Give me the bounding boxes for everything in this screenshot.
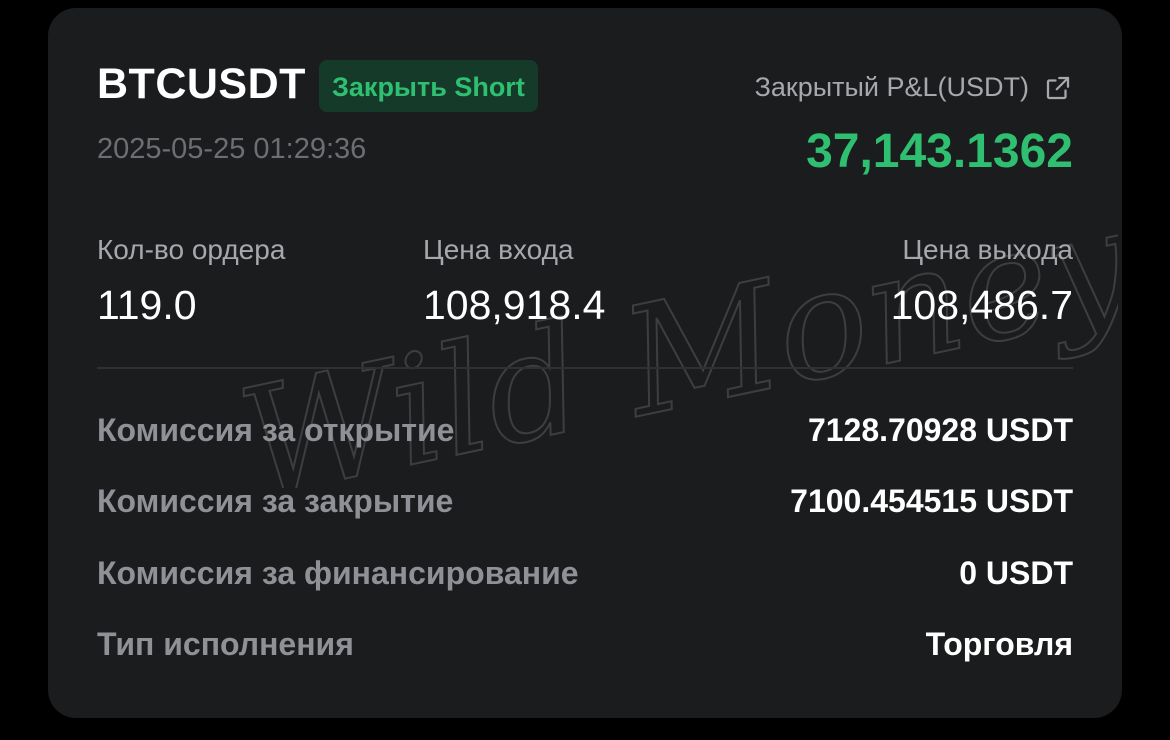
- close-fee-label: Комиссия за закрытие: [97, 482, 454, 519]
- external-link-icon[interactable]: [1043, 73, 1073, 103]
- detail-row: Комиссия за закрытие 7100.454515 USDT: [97, 479, 1073, 523]
- trade-timestamp: 2025-05-25 01:29:36: [97, 133, 367, 165]
- detail-row: Комиссия за финансирование 0 USDT: [97, 551, 1073, 595]
- trade-card: Wild Money Pro BTCUSDT Закрыть Short 202…: [48, 8, 1122, 718]
- detail-row: Тип исполнения Торговля: [97, 622, 1073, 666]
- execution-type-label: Тип исполнения: [97, 625, 354, 662]
- symbol-title: BTCUSDT: [97, 60, 306, 108]
- order-qty-value: 119.0: [97, 282, 197, 328]
- order-qty-label: Кол-во ордера: [97, 234, 286, 265]
- exit-price-value: 108,486.7: [890, 282, 1073, 328]
- pnl-value: 37,143.1362: [806, 125, 1073, 178]
- open-fee-value: 7128.70928 USDT: [807, 411, 1073, 448]
- detail-row: Комиссия за открытие 7128.70928 USDT: [97, 408, 1073, 452]
- funding-fee-label: Комиссия за финансирование: [97, 554, 579, 591]
- side-badge: Закрыть Short: [319, 60, 538, 112]
- divider: [97, 367, 1073, 369]
- funding-fee-value: 0 USDT: [959, 554, 1073, 591]
- pnl-label-group[interactable]: Закрытый P&L(USDT): [755, 72, 1073, 103]
- open-fee-label: Комиссия за открытие: [97, 411, 455, 448]
- entry-price-label: Цена входа: [423, 234, 574, 265]
- execution-type-value: Торговля: [925, 625, 1073, 662]
- exit-price-label: Цена выхода: [902, 234, 1073, 265]
- entry-price-value: 108,918.4: [423, 282, 606, 328]
- pnl-label: Закрытый P&L(USDT): [754, 72, 1029, 102]
- close-fee-value: 7100.454515 USDT: [790, 482, 1073, 519]
